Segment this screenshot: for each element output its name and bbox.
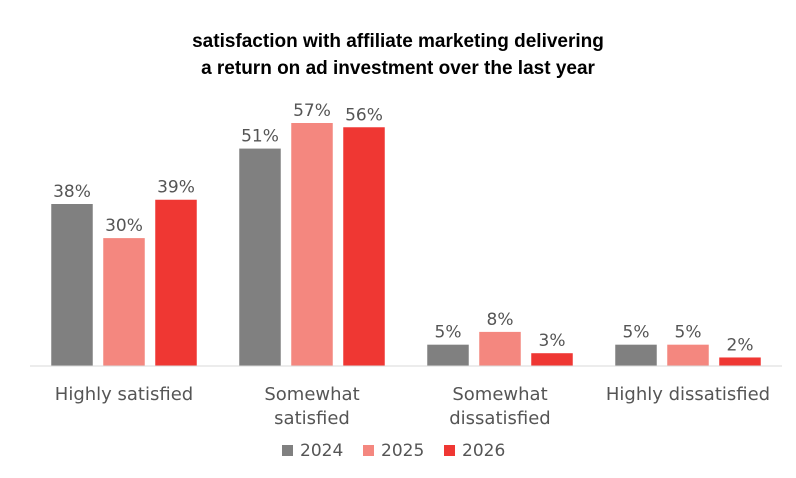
data-label-2025-2: 57% — [293, 101, 331, 121]
bar-2024-3 — [427, 344, 469, 366]
bar-2024-2 — [239, 148, 281, 366]
data-label-2025-4: 5% — [675, 323, 702, 343]
bar-2026-2 — [343, 127, 385, 366]
bar-2026-1 — [155, 199, 197, 366]
data-label-2026-1: 39% — [157, 178, 195, 198]
category-label-4: Highly dissatisfied — [606, 384, 770, 405]
chart-title-line-2: a return on ad investment over the last … — [201, 58, 595, 79]
legend-swatch-2025 — [363, 445, 374, 456]
legend-label-2026: 2026 — [462, 441, 505, 461]
category-label-3-line-1: Somewhat — [452, 384, 547, 405]
legend: 2024 2025 2026 — [282, 441, 505, 461]
bar-2024-1 — [51, 204, 93, 366]
data-label-2026-4: 2% — [727, 335, 754, 355]
category-label-2-line-2: satisfied — [274, 408, 350, 429]
category-label-2-line-1: Somewhat — [264, 384, 359, 405]
legend-swatch-2026 — [444, 445, 455, 456]
category-labels: Highly satisfied Somewhat satisfied Somewha… — [55, 384, 770, 429]
legend-label-2024: 2024 — [300, 441, 343, 461]
bar-2026-3 — [531, 353, 573, 366]
bar-2024-4 — [615, 344, 657, 366]
bar-2025-4 — [667, 344, 709, 366]
legend-swatch-2024 — [282, 445, 293, 456]
bar-2025-3 — [479, 331, 521, 366]
category-label-1: Highly satisfied — [55, 384, 193, 405]
bar-2026-4 — [719, 357, 761, 366]
chart-title-line-1: satisfaction with affiliate marketing de… — [192, 31, 604, 52]
bar-2025-1 — [103, 238, 145, 366]
data-label-2026-3: 3% — [539, 331, 566, 351]
data-label-2024-2: 51% — [241, 127, 279, 147]
bar-2025-2 — [291, 123, 333, 366]
legend-label-2025: 2025 — [381, 441, 424, 461]
plot-area: 38% 30% 39% 51% 57% 56% 5% 8% 3% 5% 5% 2% — [51, 101, 761, 366]
chart-title: satisfaction with affiliate marketing de… — [192, 31, 604, 79]
data-label-2025-1: 30% — [105, 216, 143, 236]
data-label-2024-3: 5% — [435, 323, 462, 343]
category-label-3-line-2: dissatisfied — [449, 408, 551, 429]
data-label-2024-1: 38% — [53, 182, 91, 202]
data-label-2025-3: 8% — [487, 310, 514, 330]
data-label-2026-2: 56% — [345, 105, 383, 125]
data-label-2024-4: 5% — [623, 323, 650, 343]
